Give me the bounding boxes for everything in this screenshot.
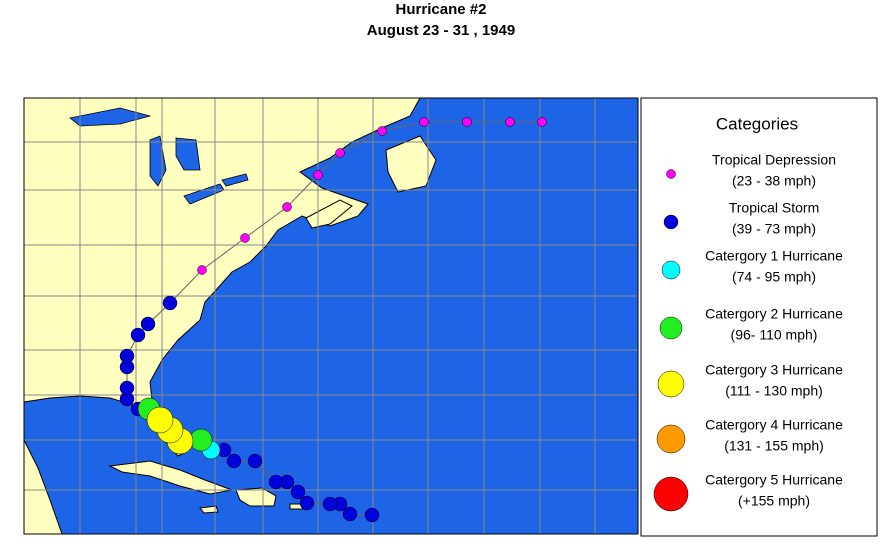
legend-label: Tropical Storm	[729, 200, 820, 216]
jamaica	[199, 505, 219, 514]
legend-title: Categories	[716, 114, 798, 133]
track-point	[419, 117, 429, 127]
track-point	[290, 484, 306, 500]
lakes	[69, 107, 249, 205]
track-point	[247, 453, 263, 469]
legend-label: Catergory 1 Hurricane	[705, 248, 843, 264]
track-point	[462, 117, 472, 127]
track-point	[335, 148, 345, 158]
track-point	[313, 170, 323, 180]
track-point	[322, 496, 338, 512]
title: Hurricane #2	[396, 1, 487, 18]
legend-swatch	[657, 370, 685, 398]
track-point	[189, 428, 213, 452]
track-point	[282, 202, 292, 212]
lake-huron	[175, 137, 201, 171]
map-area	[23, 97, 639, 535]
hispaniola	[235, 487, 277, 507]
track-point	[505, 117, 515, 127]
legend-swatch	[661, 260, 681, 280]
track-point	[226, 453, 242, 469]
legend-label: Catergory 5 Hurricane	[705, 472, 843, 488]
legend-range: (74 - 95 mph)	[732, 269, 816, 285]
track-point	[146, 406, 174, 434]
track-point	[537, 117, 547, 127]
legend-swatch	[653, 476, 689, 512]
track-point	[130, 327, 146, 343]
legend-label: Catergory 2 Hurricane	[705, 306, 843, 322]
legend-swatch	[666, 169, 676, 179]
subtitle: August 23 - 31 , 1949	[367, 22, 515, 39]
legend-range: (39 - 73 mph)	[732, 221, 816, 237]
legend-range: (+155 mph)	[738, 493, 810, 509]
legend-range: (131 - 155 mph)	[724, 438, 824, 454]
legend-label: Catergory 4 Hurricane	[705, 417, 843, 433]
newfoundland	[385, 135, 437, 193]
track-point	[197, 265, 207, 275]
legend-range: (23 - 38 mph)	[732, 173, 816, 189]
track-point	[140, 316, 156, 332]
legend-swatch	[659, 316, 683, 340]
track-point	[162, 295, 178, 311]
track-point	[342, 506, 358, 522]
legend: Categories Tropical Depression (23 - 38 m…	[640, 97, 878, 537]
track-point	[364, 507, 380, 523]
track-point	[299, 495, 315, 511]
track-point	[240, 233, 250, 243]
legend-range: (111 - 130 mph)	[725, 383, 823, 399]
track-point	[119, 348, 135, 364]
legend-range: (96- 110 mph)	[731, 327, 818, 343]
legend-swatch	[656, 424, 686, 454]
track-point	[377, 126, 387, 136]
legend-box	[640, 97, 878, 537]
track-point	[119, 380, 135, 396]
legend-label: Catergory 3 Hurricane	[705, 362, 843, 378]
legend-label: Tropical Depression	[712, 152, 836, 168]
map-border	[23, 97, 639, 535]
track-point	[268, 474, 284, 490]
track-points	[119, 117, 547, 523]
lake-ontario	[221, 173, 249, 187]
legend-swatch	[663, 214, 679, 230]
lake-superior	[69, 107, 152, 127]
